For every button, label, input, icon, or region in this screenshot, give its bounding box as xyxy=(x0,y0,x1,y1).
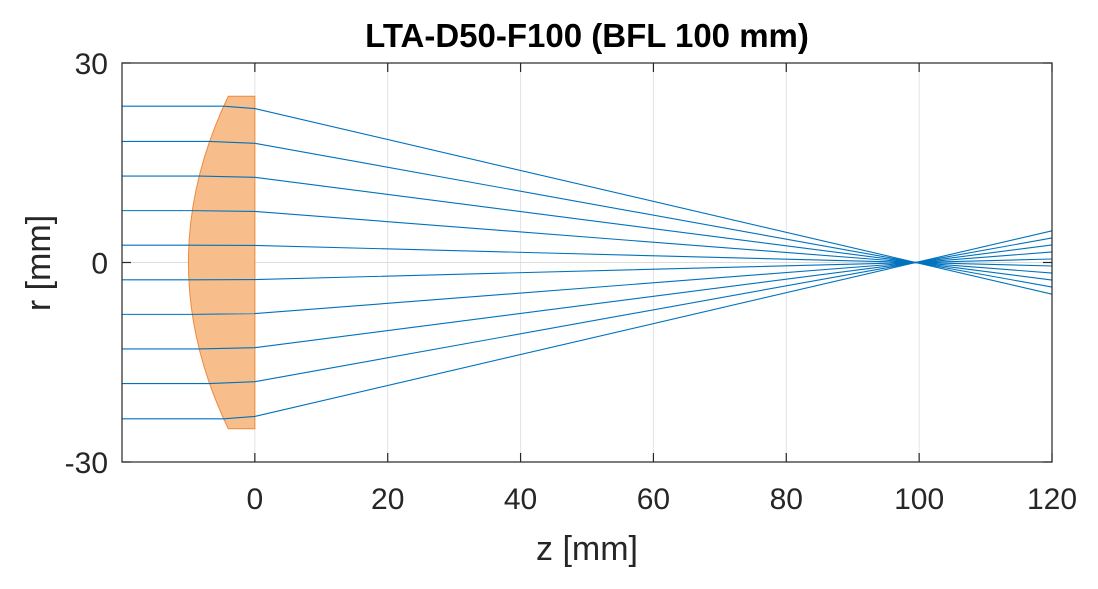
y-tick-label: 30 xyxy=(75,48,108,81)
ray-line xyxy=(122,210,1053,274)
ray-line xyxy=(122,237,1053,385)
ray-line xyxy=(122,230,1053,420)
ray-layer xyxy=(122,105,1053,420)
lens-shape xyxy=(188,95,256,430)
tick-layer: 0 20 40 60 80 100 120 -30 0 30 xyxy=(65,48,1077,516)
y-tick-label: 0 xyxy=(91,248,108,281)
ray-line xyxy=(122,175,1053,281)
ray-line xyxy=(122,251,1053,315)
chart-title: LTA-D50-F100 (BFL 100 mm) xyxy=(365,17,809,54)
ray-line xyxy=(122,105,1053,295)
x-tick-label: 100 xyxy=(894,483,944,516)
x-tick-label: 80 xyxy=(770,483,803,516)
x-axis-label: z [mm] xyxy=(536,530,638,568)
y-tick-label: -30 xyxy=(65,447,108,480)
x-tick-label: 60 xyxy=(637,483,670,516)
x-tick-label: 40 xyxy=(504,483,537,516)
ray-line xyxy=(122,244,1053,350)
y-axis-label: r [mm] xyxy=(20,215,58,311)
ray-line xyxy=(122,140,1053,288)
x-tick-label: 120 xyxy=(1027,483,1077,516)
x-tick-label: 20 xyxy=(371,483,404,516)
ray-line xyxy=(122,258,1053,281)
ray-line xyxy=(122,244,1053,267)
x-tick-label: 0 xyxy=(247,483,264,516)
lens-layer xyxy=(188,95,256,430)
